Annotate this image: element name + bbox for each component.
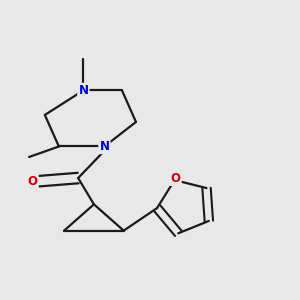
Text: N: N	[78, 84, 88, 97]
Text: O: O	[28, 175, 38, 188]
Text: N: N	[99, 140, 110, 153]
Text: O: O	[171, 172, 181, 185]
